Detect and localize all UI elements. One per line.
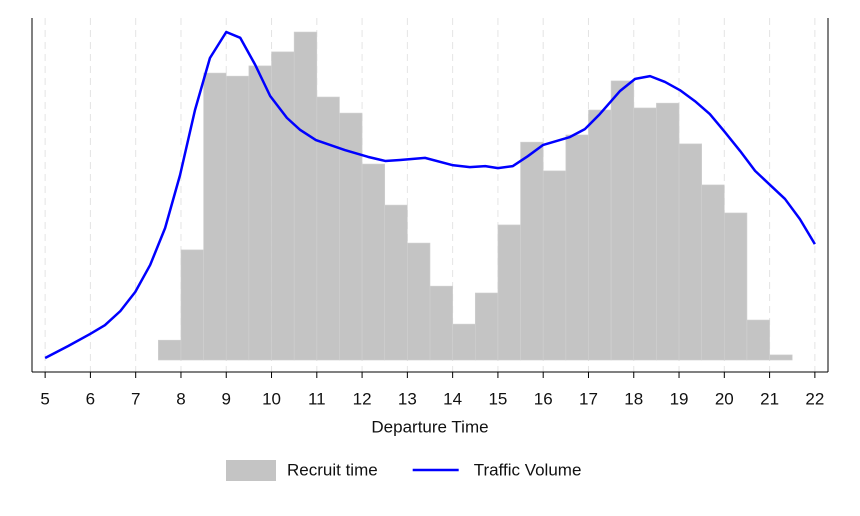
histogram-bar: [293, 31, 318, 361]
x-tick-label: 18: [624, 389, 643, 408]
x-tick-label: 13: [398, 389, 417, 408]
x-tick-label: 12: [353, 389, 372, 408]
x-tick-label: 10: [262, 389, 281, 408]
histogram-bar: [158, 339, 182, 361]
histogram-bar: [610, 80, 635, 361]
histogram-bar: [656, 102, 680, 361]
histogram-bar: [474, 292, 499, 361]
histogram-bar: [724, 212, 748, 361]
legend-label: Traffic Volume: [474, 460, 582, 479]
histogram-bar: [248, 65, 272, 361]
histogram-bar: [565, 134, 589, 361]
histogram-bar: [746, 319, 770, 361]
x-tick-label: 15: [488, 389, 507, 408]
x-tick-label: 14: [443, 389, 462, 408]
histogram-bar: [361, 163, 386, 361]
histogram-bar: [588, 109, 612, 361]
x-tick-label: 6: [86, 389, 95, 408]
histogram-bar: [497, 224, 521, 361]
histogram-bar: [542, 170, 567, 361]
x-tick-label: 21: [760, 389, 779, 408]
histogram-bar: [701, 184, 725, 361]
x-tick-label: 16: [534, 389, 553, 408]
histogram-bar: [384, 204, 408, 361]
x-tick-label: 9: [222, 389, 231, 408]
histogram-bar: [769, 354, 793, 361]
histogram-bar: [452, 323, 476, 361]
histogram-bar: [678, 143, 702, 361]
legend-label: Recruit time: [287, 460, 378, 479]
histogram-bar: [203, 72, 227, 361]
x-tick-label: 11: [308, 389, 326, 408]
histogram-bar: [225, 75, 250, 361]
histogram-bar: [429, 285, 453, 361]
histogram-bar: [633, 107, 657, 361]
x-axis-title: Departure Time: [371, 417, 488, 436]
x-tick-label: 7: [131, 389, 140, 408]
histogram-bar: [407, 242, 431, 361]
x-tick-label: 8: [176, 389, 185, 408]
histogram-bar: [180, 249, 204, 361]
x-tick-label: 17: [579, 389, 598, 408]
x-tick-label: 20: [715, 389, 734, 408]
histogram-bar: [271, 51, 295, 361]
x-tick-label: 19: [670, 389, 689, 408]
x-tick-label: 5: [40, 389, 49, 408]
histogram-bar: [316, 96, 340, 361]
line: [44, 30, 816, 360]
legend-swatch: [226, 460, 276, 481]
x-tick-label: 22: [805, 389, 824, 408]
histogram-bar: [520, 141, 544, 361]
